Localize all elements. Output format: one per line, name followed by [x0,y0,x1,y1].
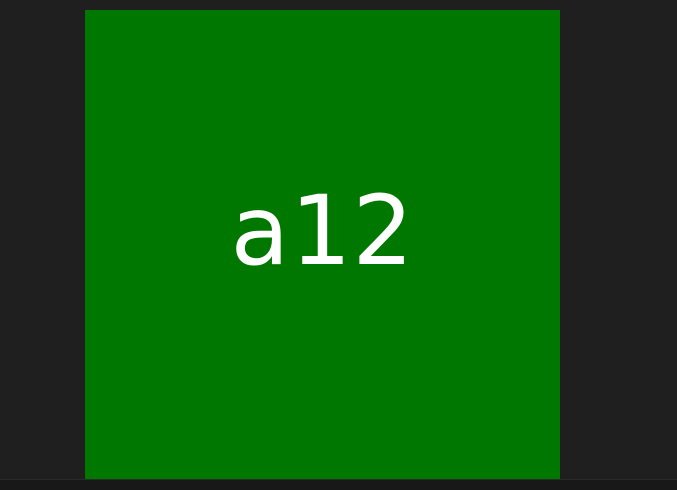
tile-label: a12 [230,174,415,287]
green-tile[interactable]: a12 [85,10,560,479]
bottom-bar [0,479,677,490]
